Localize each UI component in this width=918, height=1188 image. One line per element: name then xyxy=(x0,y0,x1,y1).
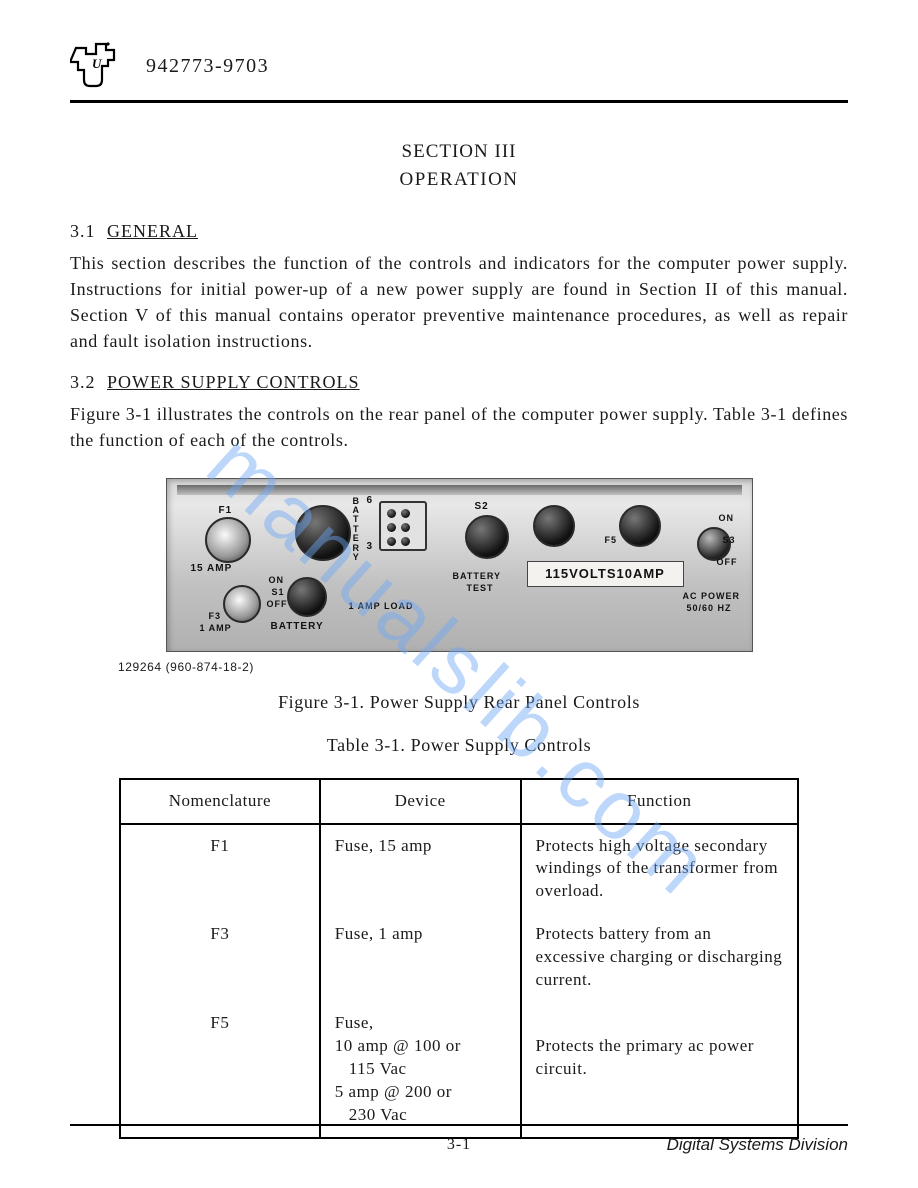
section-subtitle: OPERATION xyxy=(70,169,848,191)
fun-text: Protects the primary ac power circuit. xyxy=(536,1036,754,1078)
label-off: OFF xyxy=(267,599,288,609)
cell-device: Fuse, 10 amp @ 100 or 115 Vac 5 amp @ 20… xyxy=(320,1002,521,1138)
page-footer: 3-1 Digital Systems Division xyxy=(70,1124,848,1154)
label-battery-vertical: BATTERY xyxy=(353,497,360,563)
figure-3-1: F1 15 AMP F3 1 AMP ON S1 OFF BATTERY BAT… xyxy=(70,478,848,652)
col-header-nomenclature: Nomenclature xyxy=(120,779,320,824)
cell-nomenclature: F5 xyxy=(120,1002,320,1138)
label-6: 6 xyxy=(367,495,374,506)
svg-text:U: U xyxy=(92,56,102,71)
table-row: F1 Fuse, 15 amp Protects high voltage se… xyxy=(120,824,798,914)
heading-text: POWER SUPPLY CONTROLS xyxy=(107,372,360,392)
cell-nomenclature: F3 xyxy=(120,913,320,1002)
label-s2: S2 xyxy=(475,501,489,512)
table-caption: Table 3-1. Power Supply Controls xyxy=(70,735,848,756)
label-s1: S1 xyxy=(272,587,285,597)
photo-reference: 129264 (960-874-18-2) xyxy=(118,660,848,674)
label-amp-load: 1 AMP LOAD xyxy=(349,601,414,611)
label-on: ON xyxy=(269,575,285,585)
dev-line: Fuse, xyxy=(335,1013,374,1032)
document-number: 942773-9703 xyxy=(146,55,269,78)
label-1amp: 1 AMP xyxy=(200,623,232,633)
cell-function: Protects the primary ac power circuit. xyxy=(521,1002,798,1138)
cell-function: Protects high voltage secondary windings… xyxy=(521,824,798,914)
paragraph-controls: Figure 3-1 illustrates the controls on t… xyxy=(70,401,848,453)
label-3: 3 xyxy=(367,541,374,552)
figure-caption: Figure 3-1. Power Supply Rear Panel Cont… xyxy=(70,692,848,713)
division-name: Digital Systems Division xyxy=(667,1135,848,1155)
dev-line: 115 Vac xyxy=(335,1058,506,1081)
label-f3: F3 xyxy=(209,611,222,621)
paragraph-general: This section describes the function of t… xyxy=(70,250,848,354)
label-ac-power: AC POWER xyxy=(683,591,741,601)
col-header-device: Device xyxy=(320,779,521,824)
table-power-supply-controls: Nomenclature Device Function F1 Fuse, 15… xyxy=(119,778,799,1139)
label-s3-on: ON xyxy=(719,513,735,523)
section-title: SECTION III xyxy=(70,141,848,163)
cell-function: Protects battery from an excessive charg… xyxy=(521,913,798,1002)
label-f5: F5 xyxy=(605,535,618,545)
page-header: U 942773-9703 xyxy=(70,40,848,103)
heading-3-2: 3.2 POWER SUPPLY CONTROLS xyxy=(70,372,848,393)
col-header-function: Function xyxy=(521,779,798,824)
rear-panel-photo: F1 15 AMP F3 1 AMP ON S1 OFF BATTERY BAT… xyxy=(166,478,753,652)
dev-line: 10 amp @ 100 or xyxy=(335,1036,461,1055)
page-number: 3-1 xyxy=(447,1136,471,1154)
label-battery: BATTERY xyxy=(271,621,324,632)
label-test: TEST xyxy=(467,583,494,593)
table-row: F5 Fuse, 10 amp @ 100 or 115 Vac 5 amp @… xyxy=(120,1002,798,1138)
cell-device: Fuse, 15 amp xyxy=(320,824,521,914)
heading-3-1: 3.1 GENERAL xyxy=(70,221,848,242)
rating-plate: 115VOLTS10AMP xyxy=(527,561,684,587)
ti-logo-icon: U xyxy=(70,40,118,92)
heading-number: 3.1 xyxy=(70,221,96,241)
label-batt-test-1: BATTERY xyxy=(453,571,502,581)
label-f1: F1 xyxy=(219,505,233,516)
table-row: F3 Fuse, 1 amp Protects battery from an … xyxy=(120,913,798,1002)
label-15amp: 15 AMP xyxy=(191,563,233,574)
label-s3-off: OFF xyxy=(717,557,738,567)
heading-text: GENERAL xyxy=(107,221,198,241)
label-hz: 50/60 HZ xyxy=(687,603,732,613)
heading-number: 3.2 xyxy=(70,372,96,392)
cell-nomenclature: F1 xyxy=(120,824,320,914)
label-s3: S3 xyxy=(723,535,736,545)
dev-line: 5 amp @ 200 or xyxy=(335,1082,452,1101)
cell-device: Fuse, 1 amp xyxy=(320,913,521,1002)
